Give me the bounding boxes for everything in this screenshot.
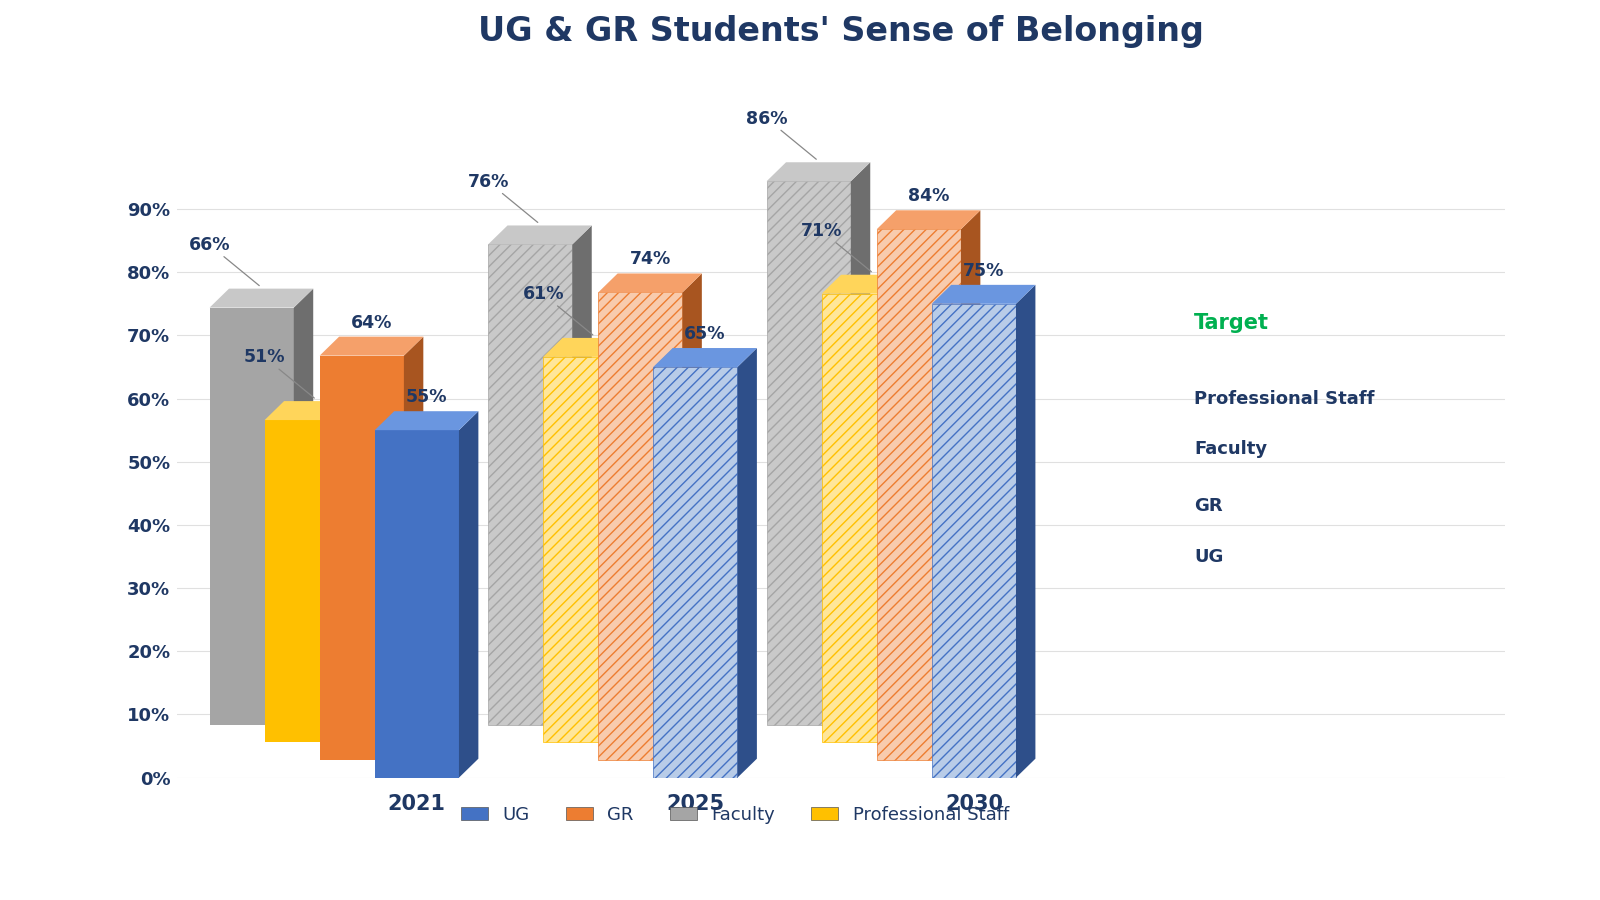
- Text: 76%: 76%: [467, 173, 538, 222]
- Text: Target: Target: [1194, 313, 1269, 333]
- Polygon shape: [264, 420, 349, 742]
- Text: 74%: 74%: [629, 250, 670, 268]
- Polygon shape: [931, 304, 1016, 778]
- Polygon shape: [738, 348, 757, 778]
- Polygon shape: [906, 274, 925, 742]
- Text: 84%: 84%: [907, 187, 949, 205]
- Polygon shape: [542, 357, 627, 742]
- Polygon shape: [766, 162, 870, 181]
- Polygon shape: [822, 293, 906, 742]
- Text: UG: UG: [1194, 547, 1224, 565]
- Text: 86%: 86%: [746, 110, 816, 159]
- Polygon shape: [653, 367, 738, 778]
- Polygon shape: [851, 162, 870, 724]
- Polygon shape: [653, 348, 757, 367]
- Polygon shape: [488, 226, 592, 245]
- Polygon shape: [374, 430, 459, 778]
- Polygon shape: [598, 292, 683, 760]
- Polygon shape: [294, 289, 314, 724]
- Polygon shape: [320, 356, 403, 760]
- Polygon shape: [488, 245, 573, 724]
- Polygon shape: [210, 308, 294, 724]
- Text: 64%: 64%: [350, 313, 392, 331]
- Polygon shape: [1016, 284, 1035, 778]
- Polygon shape: [962, 211, 981, 760]
- Polygon shape: [598, 274, 702, 292]
- Polygon shape: [573, 226, 592, 724]
- Text: 61%: 61%: [523, 285, 594, 335]
- Polygon shape: [542, 338, 646, 357]
- Text: 66%: 66%: [189, 236, 259, 285]
- Text: Faculty: Faculty: [1194, 440, 1267, 458]
- Text: 65%: 65%: [685, 325, 726, 343]
- Polygon shape: [683, 274, 702, 760]
- Polygon shape: [349, 401, 368, 742]
- Text: 71%: 71%: [802, 222, 872, 272]
- Title: UG & GR Students' Sense of Belonging: UG & GR Students' Sense of Belonging: [478, 15, 1205, 48]
- Text: Professional Staff: Professional Staff: [1194, 390, 1374, 408]
- Polygon shape: [403, 337, 424, 760]
- Legend: UG, GR, Faculty, Professional Staff: UG, GR, Faculty, Professional Staff: [454, 798, 1016, 832]
- Polygon shape: [210, 289, 314, 308]
- Polygon shape: [320, 337, 424, 356]
- Text: 75%: 75%: [963, 262, 1005, 280]
- Text: 51%: 51%: [243, 348, 314, 398]
- Polygon shape: [822, 274, 925, 293]
- Polygon shape: [877, 211, 981, 230]
- Polygon shape: [374, 411, 478, 430]
- Text: 55%: 55%: [406, 388, 448, 406]
- Polygon shape: [766, 181, 851, 725]
- Polygon shape: [931, 284, 1035, 304]
- Polygon shape: [627, 338, 646, 742]
- Polygon shape: [459, 411, 478, 778]
- Polygon shape: [264, 401, 368, 420]
- Text: GR: GR: [1194, 497, 1222, 515]
- Polygon shape: [877, 230, 962, 760]
